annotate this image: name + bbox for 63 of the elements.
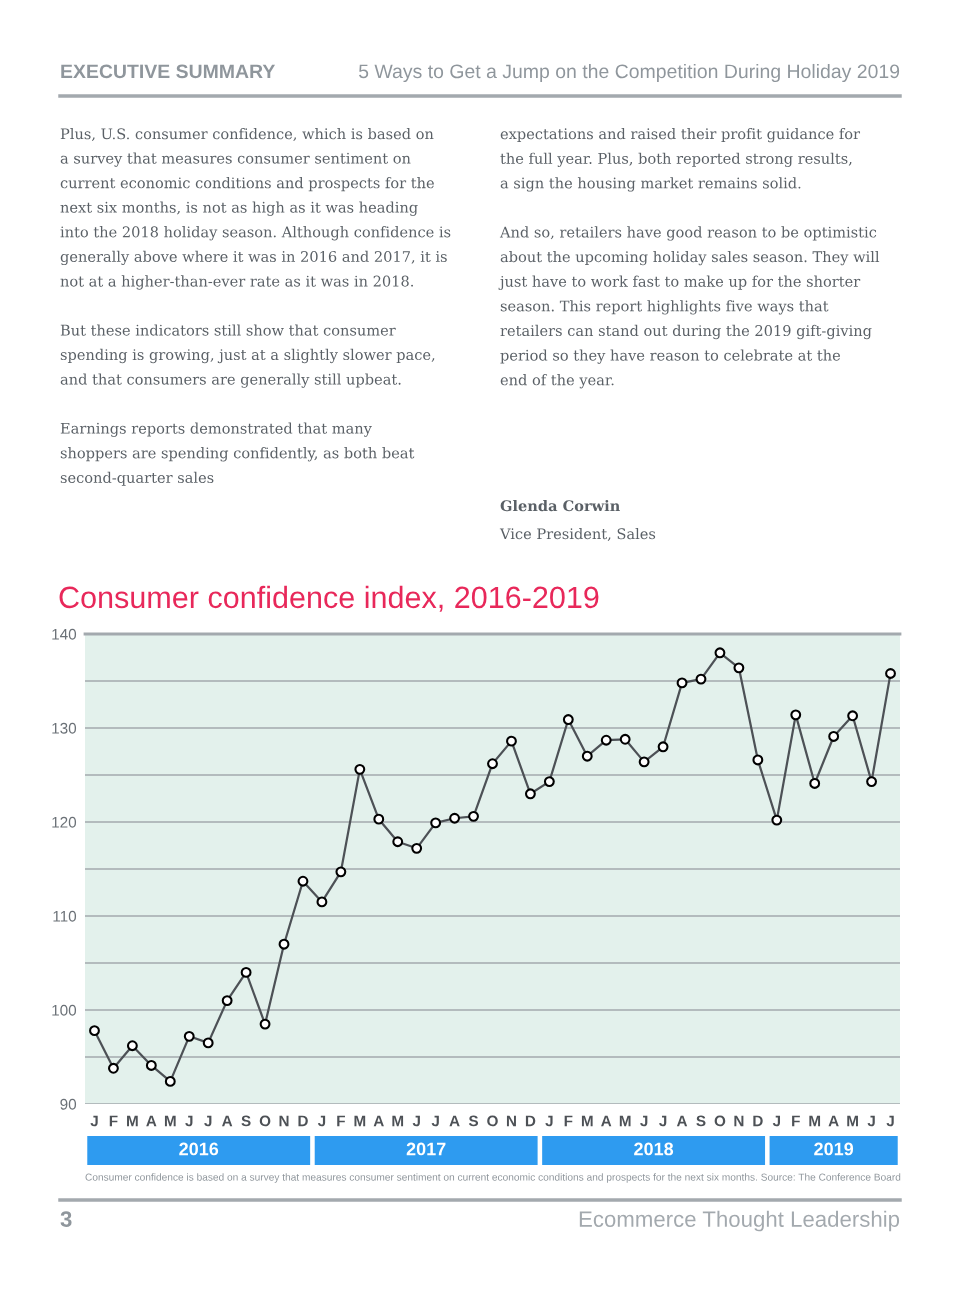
text: 2016: [179, 1142, 219, 1156]
x-tick-label: F: [337, 1115, 345, 1127]
text: EXECUTIVE SUMMARY: [61, 64, 276, 79]
x-tick-label: J: [204, 1115, 212, 1127]
text: 2018: [634, 1142, 674, 1156]
x-tick-label: J: [185, 1115, 193, 1127]
y-tick-label: 100: [52, 1004, 77, 1016]
x-tick-label: N: [734, 1115, 744, 1127]
text: expectations and raised their profit guidance for the full year. Plus, both reported strong results, a sign the housing market remains solid. And so, retailers have good reason to be optimistic about the upcoming holiday sales season. They will just have to work fast to make up for the shorter season. This report highlights five ways that retailers can stand out during the 2019 gift-giving period so they have reason to celebrate at the end of the year.: [498, 128, 880, 389]
x-tick-label: N: [506, 1115, 516, 1127]
x-tick-label: J: [867, 1115, 875, 1127]
text: Vice President, Sales: [499, 527, 656, 542]
x-tick-label: J: [431, 1115, 439, 1127]
text: Glenda Corwin: [500, 499, 620, 512]
y-tick-label: 140: [52, 628, 77, 640]
x-tick-label: J: [640, 1115, 648, 1127]
x-tick-label: F: [792, 1115, 800, 1127]
x-tick-label: A: [146, 1115, 157, 1127]
x-tick-label: A: [828, 1115, 839, 1127]
text: 5 Ways to Get a Jump on the Competition During Holiday 2019: [358, 63, 900, 83]
x-tick-label: M: [581, 1115, 593, 1127]
x-tick-label: J: [659, 1115, 667, 1127]
x-tick-label: A: [676, 1115, 688, 1127]
x-tick-label: A: [601, 1115, 612, 1127]
text: 3: [60, 1211, 72, 1227]
x-tick-label: J: [886, 1115, 894, 1127]
x-tick-label: N: [279, 1115, 289, 1127]
text: Ecommerce Thought Leadership: [579, 1210, 900, 1232]
y-tick-label: 90: [60, 1098, 77, 1110]
x-tick-label: D: [753, 1115, 763, 1127]
x-tick-label: M: [809, 1115, 821, 1127]
x-tick-label: M: [392, 1115, 404, 1127]
x-tick-label: A: [222, 1115, 233, 1127]
x-tick-label: F: [564, 1115, 573, 1127]
x-tick-label: J: [545, 1115, 553, 1127]
x-tick-label: J: [90, 1115, 98, 1127]
x-tick-label: O: [259, 1115, 271, 1127]
text: 2017: [406, 1142, 446, 1156]
x-tick-label: F: [109, 1115, 118, 1127]
x-tick-label: J: [317, 1115, 326, 1127]
x-tick-label: S: [696, 1115, 706, 1127]
text: Plus, U.S. consumer confidence, which is based on a survey that measures consumer sentiment on current economic conditions and prospects for the next six months, is not as high as it was heading into the 2018 holiday season. Although confidence is generally above where it was in 2016 and 2017, it is not at a higher-than-ever rate as it was in 2018. But these indicators still show that consumer spending is growing, just at a slightly slower pace, and that consumers are generally still upbeat. Earnings reports demonstrated that many shoppers are spending confidently, as both beat second-quarter sales: [60, 128, 451, 486]
x-tick-label: J: [772, 1115, 781, 1127]
x-tick-label: A: [449, 1115, 460, 1127]
y-tick-label: 120: [52, 816, 77, 828]
text: Consumer confidence is based on a survey that measures consumer sentiment on current economic conditions and prospects for the next six months. Source: The Conference Board: [85, 1173, 901, 1183]
chart-title: Consumer confidence index, 2016-2019: [59, 585, 599, 612]
x-tick-label: O: [714, 1115, 726, 1127]
x-tick-label: M: [619, 1115, 631, 1127]
text: 2019: [814, 1142, 854, 1156]
x-tick-label: M: [354, 1115, 366, 1127]
x-tick-label: M: [164, 1115, 176, 1127]
x-tick-label: A: [373, 1115, 384, 1127]
y-tick-label: 130: [52, 722, 77, 734]
x-tick-label: M: [847, 1115, 858, 1127]
x-tick-label: D: [298, 1115, 308, 1127]
y-tick-label: 110: [53, 910, 77, 922]
x-tick-label: S: [468, 1115, 479, 1127]
x-tick-label: S: [241, 1115, 251, 1127]
x-tick-label: D: [525, 1115, 536, 1127]
x-tick-label: J: [412, 1115, 420, 1127]
x-tick-label: M: [127, 1115, 138, 1127]
x-tick-label: O: [487, 1115, 498, 1127]
